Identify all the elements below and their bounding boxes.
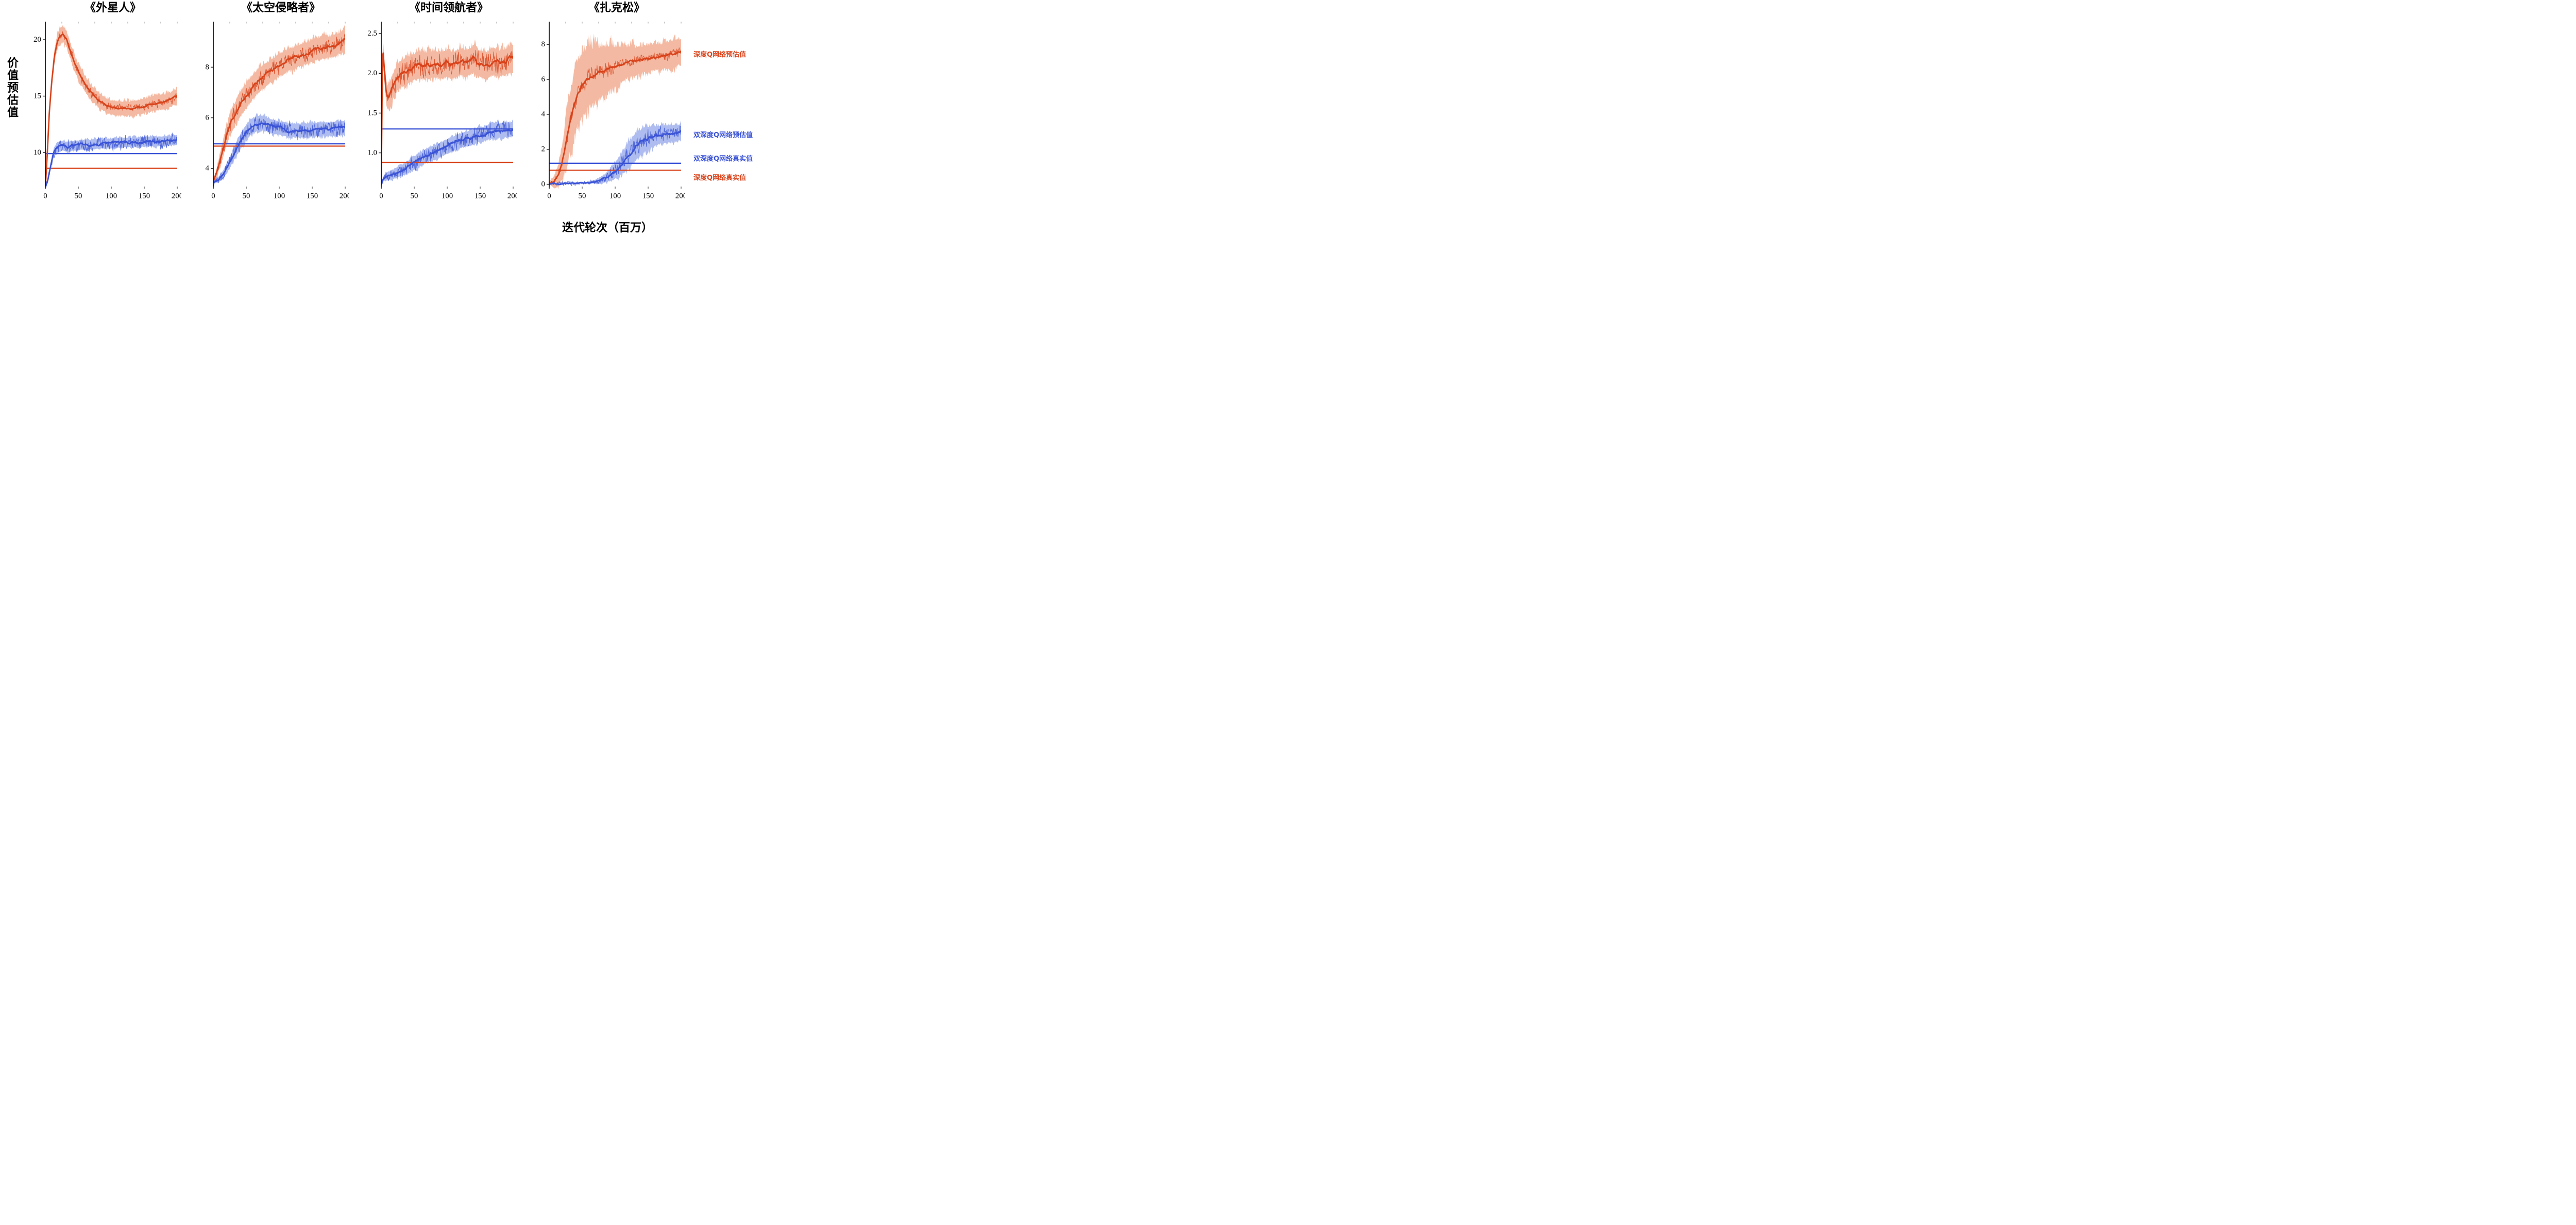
subplot-canvas-zaxxon — [526, 16, 685, 207]
subplot-canvas-time-pilot — [358, 16, 517, 207]
figure: 价值预估值 《外星人》 《太空侵略者》 《时间领航者》 《扎克松》 深度Q网络预… — [0, 0, 793, 247]
y-axis-label: 价值预估值 — [5, 57, 18, 119]
subplot-title-time-pilot: 《时间领航者》 — [409, 2, 488, 14]
subplot-title-alien: 《外星人》 — [84, 2, 141, 14]
subplot-alien: 《外星人》 — [22, 0, 184, 207]
subplot-zaxxon: 《扎克松》 — [526, 0, 688, 207]
legend: 深度Q网络预估值 双深度Q网络预估值 双深度Q网络真实值 深度Q网络真实值 — [693, 0, 791, 247]
plots-row: 《外星人》 《太空侵略者》 《时间领航者》 《扎克松》 — [22, 0, 688, 207]
x-axis-label: 迭代轮次（百万） — [562, 222, 653, 234]
subplot-canvas-alien — [22, 16, 181, 207]
subplot-time-pilot: 《时间领航者》 — [358, 0, 520, 207]
legend-item-dqn-true: 深度Q网络真实值 — [693, 174, 747, 182]
subplot-title-space-invaders: 《太空侵略者》 — [241, 2, 320, 14]
legend-item-double-dqn-estimate: 双深度Q网络预估值 — [693, 131, 753, 139]
subplot-title-zaxxon: 《扎克松》 — [588, 2, 645, 14]
subplot-space-invaders: 《太空侵略者》 — [190, 0, 352, 207]
legend-item-dqn-estimate: 深度Q网络预估值 — [693, 51, 747, 59]
legend-item-double-dqn-true: 双深度Q网络真实值 — [693, 155, 753, 163]
subplot-canvas-space-invaders — [190, 16, 349, 207]
